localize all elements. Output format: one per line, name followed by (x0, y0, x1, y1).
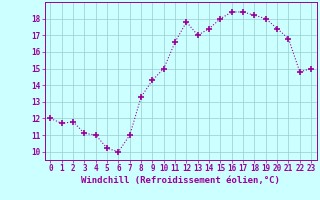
X-axis label: Windchill (Refroidissement éolien,°C): Windchill (Refroidissement éolien,°C) (81, 176, 280, 185)
